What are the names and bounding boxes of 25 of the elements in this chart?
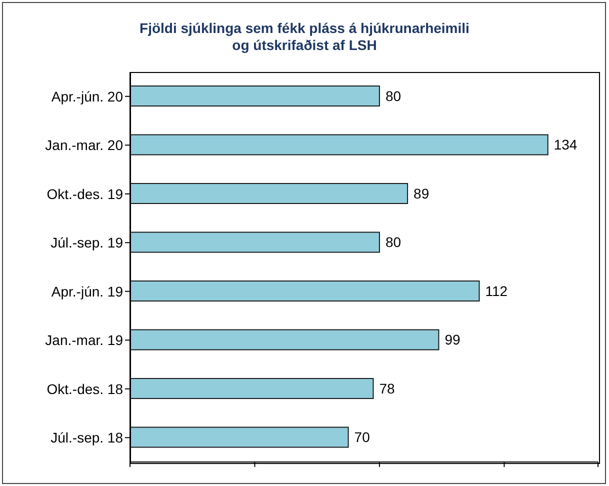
chart-title: Fjöldi sjúklinga sem fékk pláss á hjúkrunarheimili og útskrifaðist af LSH: [138, 20, 470, 54]
bar: [130, 378, 374, 399]
data-label: 80: [385, 234, 402, 250]
data-label: 89: [414, 185, 430, 202]
bar: [130, 232, 380, 253]
y-tick-label: Okt.-des. 18: [46, 380, 124, 397]
data-label: 134: [554, 136, 578, 153]
data-label: 78: [379, 380, 396, 396]
y-tick-label: Júl.-sep. 19: [50, 234, 124, 251]
data-label: 112: [485, 282, 508, 299]
bar: [130, 134, 548, 156]
data-label: 99: [444, 332, 460, 348]
y-tick-label: Okt.-des. 19: [46, 186, 124, 202]
y-tick-label: Júl.-sep. 18: [50, 430, 124, 446]
y-tick-label: Apr.-jún. 20: [51, 88, 124, 104]
bar: [130, 280, 480, 302]
y-tick-label: Apr.-jún. 19: [51, 283, 124, 300]
bar: [130, 329, 440, 350]
bar: [130, 183, 408, 204]
bar: [130, 426, 349, 448]
y-tick-label: Jan.-mar. 20: [45, 137, 124, 154]
data-label: 80: [385, 88, 402, 104]
bar: [130, 86, 380, 106]
y-tick-label: Jan.-mar. 19: [45, 332, 124, 348]
data-label: 70: [354, 429, 370, 446]
